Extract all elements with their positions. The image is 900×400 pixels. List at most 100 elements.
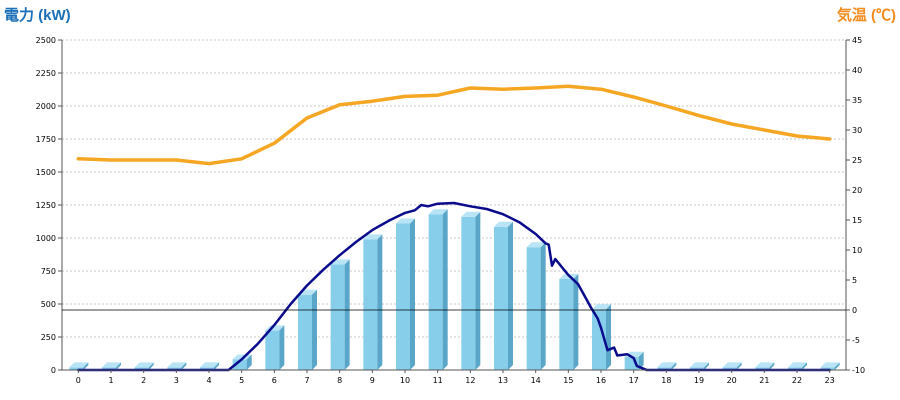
bar-top: [134, 362, 154, 368]
tick-labels: 02505007501000125015001750200022502500-1…: [36, 36, 865, 385]
right-tick-label: 10: [852, 246, 862, 255]
bar: [461, 211, 481, 370]
bar: [592, 304, 611, 370]
x-tick-label: 11: [433, 376, 443, 385]
bar-front: [265, 330, 280, 370]
bar-top: [428, 209, 448, 215]
bar: [134, 362, 154, 370]
bar-side: [704, 362, 709, 370]
bar-front: [200, 367, 214, 370]
left-tick-label: 2000: [36, 102, 56, 111]
bar: [494, 221, 513, 370]
bar-top: [200, 362, 219, 368]
x-tick-label: 17: [629, 376, 639, 385]
right-tick-label: 35: [852, 96, 862, 105]
bar-side: [769, 362, 775, 370]
right-tick-label: -5: [852, 336, 860, 345]
bar: [200, 362, 219, 370]
bar-front: [167, 367, 182, 370]
bar-top: [788, 362, 807, 368]
x-tick-label: 16: [596, 376, 606, 385]
bar-side: [312, 289, 317, 370]
bar-front: [134, 367, 149, 370]
x-tick-label: 10: [400, 376, 410, 385]
bar-front: [592, 309, 606, 370]
bar-front: [396, 223, 410, 370]
right-tick-label: 40: [852, 66, 862, 75]
bar-top: [102, 362, 121, 368]
bar-front: [298, 294, 312, 370]
x-tick-label: 13: [498, 376, 508, 385]
bar-top: [526, 242, 546, 248]
x-tick-label: 9: [370, 376, 375, 385]
bar-front: [461, 216, 476, 370]
bar: [526, 242, 546, 370]
right-tick-label: 15: [852, 216, 862, 225]
x-tick-label: 15: [563, 376, 573, 385]
x-tick-label: 6: [272, 376, 277, 385]
x-tick-label: 2: [141, 376, 146, 385]
temperature-line: [76, 84, 832, 166]
bar-side: [606, 304, 611, 370]
bar-top: [722, 362, 742, 368]
bar-top: [363, 234, 383, 240]
bar: [167, 362, 187, 370]
bar: [102, 362, 121, 370]
bar-side: [736, 362, 742, 370]
bar-side: [83, 362, 89, 370]
x-tick-label: 3: [174, 376, 179, 385]
right-tick-label: 30: [852, 126, 862, 135]
bar-side: [834, 362, 840, 370]
bar-top: [461, 211, 481, 217]
bar-front: [232, 359, 247, 370]
bar-side: [279, 325, 285, 370]
bar-side: [802, 362, 807, 370]
x-tick-label: 14: [531, 376, 541, 385]
bar-front: [722, 367, 737, 370]
bar-side: [181, 362, 187, 370]
bar: [330, 259, 350, 370]
left-tick-label: 750: [41, 267, 56, 276]
x-tick-label: 0: [76, 376, 81, 385]
x-tick-label: 23: [825, 376, 835, 385]
x-tick-label: 4: [206, 376, 211, 385]
left-tick-label: 0: [51, 366, 56, 375]
right-tick-label: 0: [852, 306, 857, 315]
axes: [58, 39, 850, 373]
right-tick-label: 5: [852, 276, 857, 285]
bar-side: [344, 259, 350, 370]
bar: [363, 234, 383, 370]
x-tick-label: 20: [727, 376, 737, 385]
gridlines: [62, 39, 846, 371]
bar-top: [820, 362, 840, 368]
x-tick-label: 8: [337, 376, 342, 385]
bar-top: [592, 304, 611, 310]
power-bars: [69, 209, 840, 370]
bar-side: [410, 218, 415, 370]
right-tick-label: 20: [852, 186, 862, 195]
bar: [232, 354, 252, 370]
bar-front: [657, 367, 672, 370]
left-tick-label: 250: [41, 333, 56, 342]
bar: [755, 362, 775, 370]
left-tick-label: 1000: [36, 234, 56, 243]
bar-side: [540, 242, 546, 370]
bar-top: [755, 362, 775, 368]
left-tick-label: 2250: [36, 69, 56, 78]
bar-side: [638, 351, 644, 370]
bar: [396, 218, 415, 370]
left-axis-title: 電力 (kW): [4, 6, 71, 24]
bar-front: [69, 367, 84, 370]
bar-front: [494, 226, 508, 370]
bar: [657, 362, 677, 370]
left-tick-label: 1750: [36, 135, 56, 144]
left-tick-label: 500: [41, 300, 56, 309]
bar-top: [69, 362, 89, 368]
left-tick-label: 1500: [36, 168, 56, 177]
bar-top: [494, 221, 513, 227]
bar-front: [559, 278, 574, 370]
bar: [722, 362, 742, 370]
bar-front: [428, 214, 443, 370]
x-tick-label: 12: [465, 376, 475, 385]
bar-side: [671, 362, 677, 370]
